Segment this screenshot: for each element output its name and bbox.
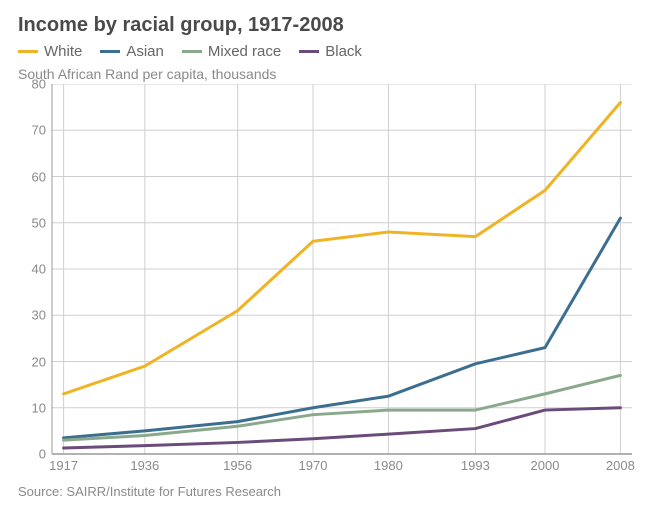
chart-svg	[18, 84, 642, 480]
legend-item: Mixed race	[182, 43, 281, 60]
legend-swatch	[100, 50, 120, 53]
y-tick-label: 50	[18, 215, 46, 230]
chart-container: Income by racial group, 1917-2008 White A…	[0, 0, 660, 519]
y-tick-label: 30	[18, 308, 46, 323]
legend-item: Black	[299, 43, 362, 60]
y-tick-label: 10	[18, 400, 46, 415]
legend-label: White	[44, 43, 82, 60]
x-tick-label: 1993	[461, 458, 490, 473]
chart-plot: 0102030405060708019171936195619701980199…	[18, 84, 642, 480]
legend-swatch	[18, 50, 38, 53]
legend-label: Mixed race	[208, 43, 281, 60]
y-tick-label: 0	[18, 447, 46, 462]
chart-source: Source: SAIRR/Institute for Futures Rese…	[18, 484, 642, 499]
x-tick-label: 1970	[299, 458, 328, 473]
y-tick-label: 20	[18, 354, 46, 369]
legend-swatch	[182, 50, 202, 53]
x-tick-label: 1936	[130, 458, 159, 473]
x-tick-label: 2008	[606, 458, 635, 473]
legend-item: Asian	[100, 43, 164, 60]
y-tick-label: 70	[18, 123, 46, 138]
legend-label: Black	[325, 43, 362, 60]
y-tick-label: 40	[18, 262, 46, 277]
y-tick-label: 60	[18, 169, 46, 184]
x-tick-label: 2000	[531, 458, 560, 473]
legend-label: Asian	[126, 43, 164, 60]
chart-legend: White Asian Mixed race Black	[18, 43, 642, 60]
y-tick-label: 80	[18, 77, 46, 92]
legend-swatch	[299, 50, 319, 53]
x-tick-label: 1956	[223, 458, 252, 473]
x-tick-label: 1980	[374, 458, 403, 473]
chart-subtitle: South African Rand per capita, thousands	[18, 66, 642, 82]
x-tick-label: 1917	[49, 458, 78, 473]
chart-title: Income by racial group, 1917-2008	[18, 14, 642, 37]
legend-item: White	[18, 43, 82, 60]
